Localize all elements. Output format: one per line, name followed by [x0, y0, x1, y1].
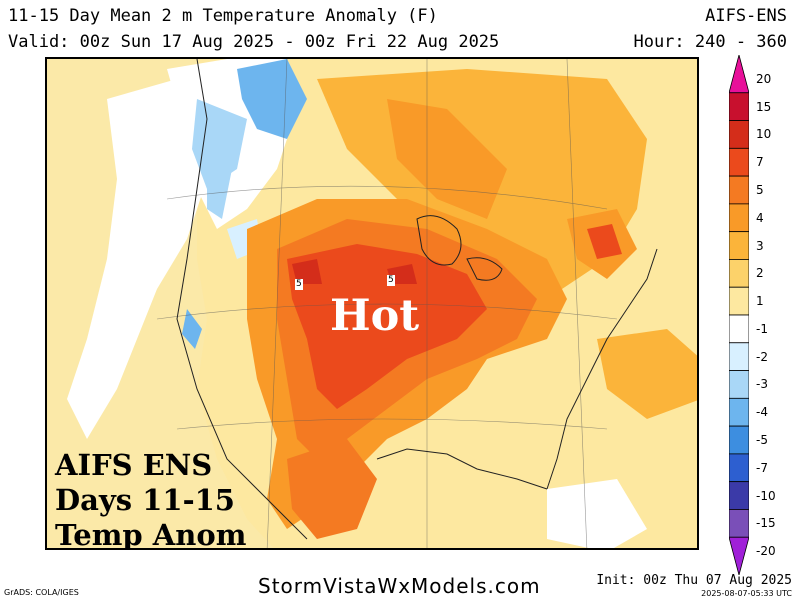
overlay-line-model: AIFS ENS — [55, 448, 213, 482]
colorbar-swatch — [729, 231, 749, 260]
anomaly-map: Hot 5 5 AIFS ENS Days 11-15 Temp Anom — [45, 57, 699, 550]
colorbar-label: -15 — [756, 516, 776, 531]
model-name: AIFS-ENS — [705, 6, 787, 26]
colorbar-label: 2 — [756, 266, 764, 281]
colorbar-label: -4 — [756, 405, 768, 420]
colorbar-swatch — [729, 120, 749, 149]
colorbar-label: 10 — [756, 127, 772, 142]
colorbar-label: 7 — [756, 155, 764, 170]
colorbar-swatch — [729, 342, 749, 371]
colorbar-swatch — [729, 55, 749, 94]
colorbar-label: -5 — [756, 433, 768, 447]
colorbar-swatch — [729, 147, 749, 177]
colorbar-swatch — [729, 481, 749, 510]
overlay-line-days: Days 11-15 — [55, 483, 235, 517]
colorbar-label: 20 — [756, 71, 772, 86]
footer-site: StormVistaWxModels.com — [258, 574, 541, 598]
colorbar-swatch — [729, 314, 749, 344]
colorbar-swatch — [729, 370, 749, 399]
colorbar-label: -3 — [756, 377, 768, 392]
hot-label: Hot — [330, 291, 420, 341]
colorbar-svg — [729, 55, 749, 575]
colorbar-label: 5 — [756, 183, 764, 197]
colorbar-label: 4 — [756, 210, 764, 225]
colorbar-label: 3 — [756, 238, 764, 253]
colorbar-swatch — [729, 536, 749, 575]
colorbar-swatch — [729, 286, 749, 316]
anomaly-field — [47, 59, 697, 548]
chart-title: 11-15 Day Mean 2 m Temperature Anomaly (… — [8, 6, 438, 26]
colorbar-swatch — [729, 397, 749, 427]
colorbar-label: -10 — [756, 488, 776, 503]
colorbar-swatch — [729, 203, 749, 233]
colorbar-swatch — [729, 92, 749, 121]
colorbar-label: 1 — [756, 294, 764, 309]
colorbar-swatch — [729, 259, 749, 288]
colorbar-label: -20 — [756, 544, 776, 559]
footer-init: Init: 00z Thu 07 Aug 2025 — [596, 573, 792, 588]
colorbar-swatch — [729, 425, 749, 455]
contour-label: 5 — [387, 275, 395, 286]
valid-period: Valid: 00z Sun 17 Aug 2025 - 00z Fri 22 … — [8, 32, 500, 52]
colorbar-label: -7 — [756, 460, 768, 475]
forecast-hours: Hour: 240 - 360 — [633, 32, 787, 52]
colorbar-label: 15 — [756, 99, 772, 114]
colorbar-swatch — [729, 453, 749, 483]
footer-credit: GrADS: COLA/IGES — [4, 588, 79, 597]
footer-stamp: 2025-08-07-05:33 UTC — [701, 589, 792, 598]
colorbar-swatch — [729, 175, 749, 205]
colorbar-label: -1 — [756, 321, 768, 336]
colorbar-swatch — [729, 509, 749, 538]
contour-label: 5 — [295, 279, 303, 290]
overlay-line-anom: Temp Anom — [55, 518, 247, 550]
colorbar-label: -2 — [756, 349, 768, 364]
